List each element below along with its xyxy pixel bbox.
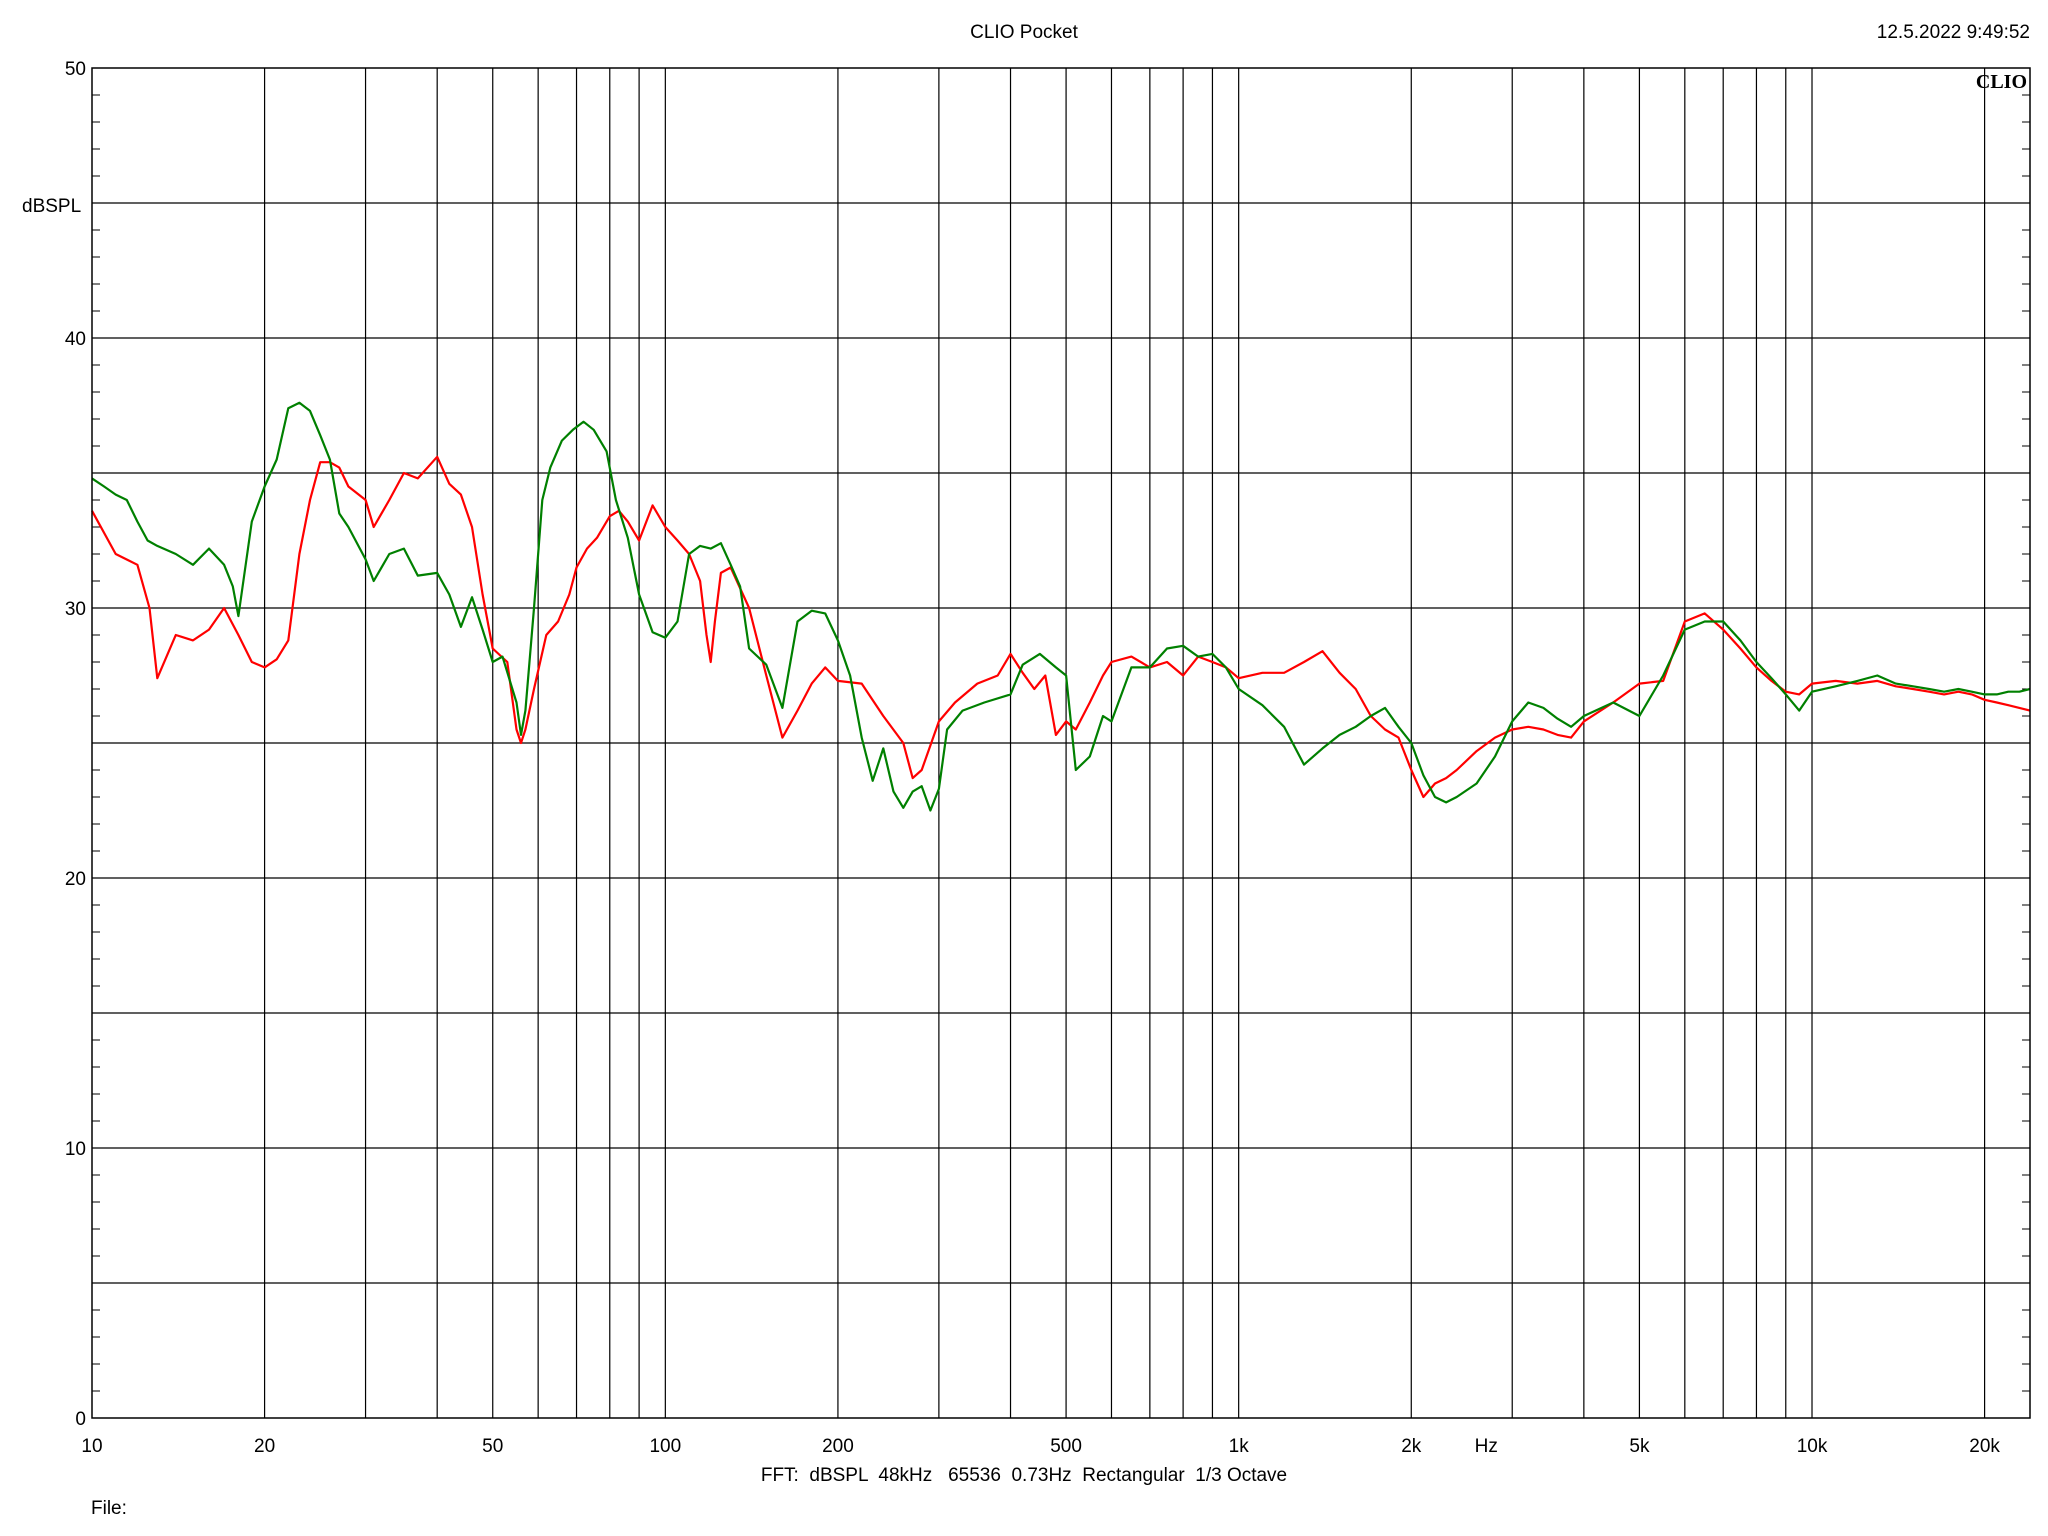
chart-tick-labels: 0 10 20 30 40 50 10 20 50 100 200 500 1k 2k 5k 10k 20k: [65, 59, 2001, 1457]
plot-frame: [91, 67, 2031, 1419]
y-tick-label: 40: [65, 329, 86, 350]
y-tick-label: 10: [65, 1139, 86, 1160]
y-tick-label: 0: [75, 1409, 86, 1430]
series-line-2: [91, 401, 2031, 812]
chart-series: [91, 401, 2031, 812]
x-tick-label: 20k: [1969, 1436, 2000, 1457]
x-tick-label: 100: [649, 1436, 681, 1457]
chart-title: CLIO Pocket: [970, 22, 1078, 43]
x-tick-label: 5k: [1629, 1436, 1650, 1457]
fft-settings: FFT: dBSPL 48kHz 65536 0.73Hz Rectangula…: [760, 1465, 1288, 1486]
timestamp: 12.5.2022 9:49:52: [1876, 22, 2030, 43]
x-axis-label: Hz: [1475, 1436, 1498, 1457]
y-tick-label: 20: [65, 869, 86, 890]
x-tick-label: 20: [254, 1436, 275, 1457]
x-tick-label: 1k: [1229, 1436, 1250, 1457]
x-tick-label: 500: [1050, 1436, 1082, 1457]
x-tick-label: 10k: [1797, 1436, 1828, 1457]
file-label: File:: [91, 1498, 127, 1519]
x-tick-label: 50: [482, 1436, 503, 1457]
series-line-1: [91, 455, 2031, 799]
y-axis-label: dBSPL: [22, 196, 81, 217]
clio-logo: CLIO: [1976, 71, 2027, 93]
x-tick-label: 10: [81, 1436, 102, 1457]
x-tick-label: 200: [822, 1436, 854, 1457]
y-tick-label: 50: [65, 59, 86, 80]
y-tick-label: 30: [65, 599, 86, 620]
x-tick-label: 2k: [1401, 1436, 1422, 1457]
chart-grid: [92, 68, 2030, 1418]
